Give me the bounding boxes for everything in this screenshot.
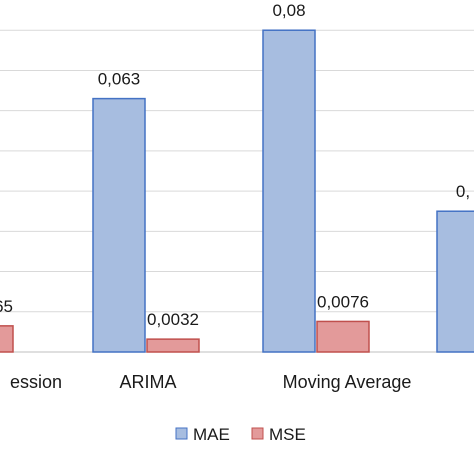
category-label-1: ARIMA (119, 372, 176, 392)
data-label-mse-2: 0,0076 (317, 292, 369, 311)
category-label-0: ession (10, 372, 62, 392)
data-label-mse-0: 0,0065 (0, 297, 13, 316)
bars (0, 29, 474, 353)
data-label-mae-1: 0,063 (98, 70, 141, 89)
category-labels: ession ARIMA Moving Average (10, 372, 411, 392)
data-labels: 0,063 0,08 0, 0,0065 0,0032 0,0076 (0, 1, 470, 329)
legend-swatch-mse (251, 427, 264, 440)
legend-label-mae: MAE (193, 425, 230, 444)
legend-swatch-mae (175, 427, 188, 440)
bar-mse-0 (0, 325, 14, 353)
legend-label-mse: MSE (269, 425, 306, 444)
bar-mae-2 (262, 29, 316, 353)
bar-mae-3 (436, 210, 474, 353)
data-label-mse-1: 0,0032 (147, 310, 199, 329)
bar-mse-2 (316, 320, 370, 353)
legend: MAE MSE (175, 425, 306, 444)
data-label-mae-3: 0, (456, 182, 470, 201)
bar-mse-1 (146, 338, 200, 353)
category-label-2: Moving Average (283, 372, 412, 392)
bar-mae-1 (92, 97, 146, 353)
data-label-mae-2: 0,08 (272, 1, 305, 20)
gridlines (0, 29, 474, 353)
